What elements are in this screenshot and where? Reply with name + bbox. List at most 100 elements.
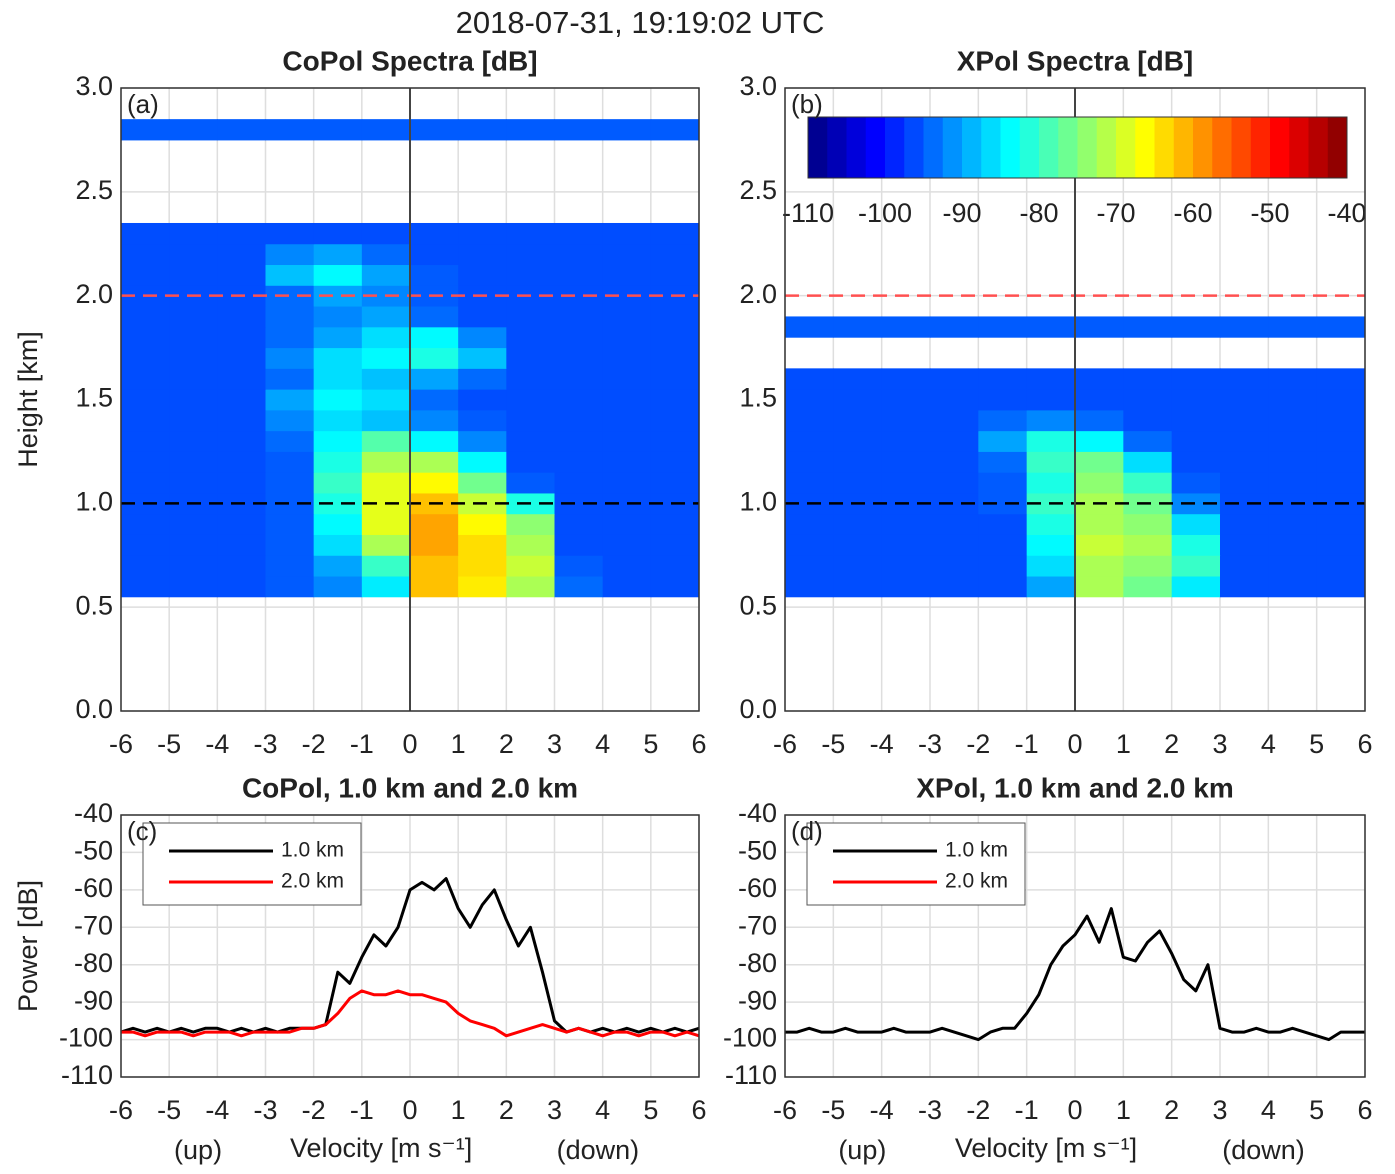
- y-tick-label: -40: [738, 798, 777, 828]
- heatmap-cell: [217, 389, 266, 411]
- heatmap-cell: [217, 472, 266, 494]
- heatmap-cell: [169, 430, 218, 452]
- legend-label: 1.0 km: [281, 839, 344, 862]
- heatmap-cell: [602, 326, 652, 349]
- heatmap-cell: [506, 430, 555, 452]
- heatmap-cell: [458, 389, 507, 411]
- colorbar-swatch: [885, 117, 905, 178]
- heatmap-cell: [169, 555, 218, 577]
- heatmap-cell: [265, 119, 315, 141]
- heatmap-cell: [410, 222, 459, 245]
- heatmap-cell: [121, 222, 170, 245]
- heatmap-cell: [881, 451, 931, 473]
- heatmap-cell: [458, 451, 507, 473]
- heatmap-cell: [833, 513, 883, 535]
- heatmap-cell: [1123, 555, 1173, 577]
- heatmap-cell: [554, 347, 604, 369]
- heatmap-cell: [930, 451, 979, 473]
- colorbar-tick-label: -70: [1096, 198, 1135, 228]
- heatmap-cell: [169, 264, 218, 286]
- heatmap-cell: [410, 409, 459, 432]
- heatmap-cell: [1075, 389, 1124, 411]
- heatmap-cell: [833, 534, 883, 556]
- heatmap-cell: [458, 306, 507, 328]
- heatmap-cell: [1026, 368, 1076, 390]
- heatmap-cell: [217, 119, 266, 141]
- heatmap-cell: [1316, 389, 1366, 411]
- heatmap-cell: [650, 534, 700, 556]
- y-tick-label: 2.0: [739, 279, 777, 309]
- panel-title: CoPol, 1.0 km and 2.0 km: [242, 772, 578, 803]
- heatmap-cell: [881, 576, 931, 598]
- heatmap-cell: [313, 347, 363, 369]
- heatmap-cell: [361, 513, 411, 535]
- heatmap-cell: [785, 316, 834, 338]
- heatmap-cell: [602, 409, 652, 432]
- heatmap-cell: [1123, 430, 1173, 452]
- heatmap-cell: [506, 534, 555, 556]
- heatmap-cell: [650, 576, 700, 598]
- x-tick-label: -1: [350, 1095, 374, 1125]
- colorbar-swatch: [1096, 117, 1117, 178]
- y-tick-label: -60: [738, 873, 777, 903]
- heatmap-cell: [1316, 368, 1366, 390]
- x-tick-label: 1: [1116, 1095, 1131, 1125]
- heatmap-cell: [169, 472, 218, 494]
- colorbar-swatch: [942, 117, 963, 178]
- y-tick-label: -110: [61, 1060, 113, 1090]
- x-tick-label: -2: [302, 729, 326, 759]
- heatmap-cell: [1171, 409, 1221, 432]
- heatmap-cell: [410, 326, 459, 349]
- heatmap-cell: [1075, 576, 1124, 598]
- legend-label: 2.0 km: [945, 870, 1008, 893]
- heatmap-cell: [881, 409, 931, 432]
- heatmap-cell: [650, 119, 700, 141]
- heatmap-cell: [1075, 534, 1124, 556]
- x-tick-label: 0: [1067, 1095, 1082, 1125]
- heatmap-cell: [1268, 513, 1318, 535]
- heatmap-cell: [361, 430, 411, 452]
- heatmap-cell: [881, 368, 931, 390]
- x-tick-label: 5: [643, 1095, 658, 1125]
- heatmap-cell: [506, 326, 555, 349]
- heatmap-cell: [121, 243, 170, 266]
- heatmap-cell: [410, 513, 459, 535]
- heatmap-cell: [265, 430, 315, 452]
- x-tick-label: 1: [451, 1095, 466, 1125]
- heatmap-cell: [602, 389, 652, 411]
- y-tick-label: -70: [738, 910, 777, 940]
- y-tick-label: -100: [59, 1023, 113, 1053]
- colorbar-swatch: [846, 117, 867, 178]
- y-tick-label: 1.0: [739, 486, 777, 516]
- x-tick-label: 3: [547, 729, 562, 759]
- heatmap-cell: [361, 264, 411, 286]
- heatmap-cell: [785, 555, 834, 577]
- heatmap-cell: [217, 347, 266, 369]
- heatmap-cell: [265, 222, 315, 245]
- x-tick-label: 0: [1067, 729, 1082, 759]
- heatmap-cell: [410, 306, 459, 328]
- heatmap-cell: [602, 306, 652, 328]
- heatmap-cell: [361, 326, 411, 349]
- x-tick-label: -5: [157, 1095, 181, 1125]
- heatmap-cell: [785, 368, 834, 390]
- y-tick-label: 3.0: [739, 71, 777, 101]
- heatmap-cell: [265, 347, 315, 369]
- heatmap-cell: [217, 430, 266, 452]
- axes-frame: [120, 87, 700, 712]
- panel-title: XPol, 1.0 km and 2.0 km: [916, 772, 1233, 803]
- heatmap-cell: [506, 576, 555, 598]
- heatmap-cell: [506, 119, 555, 141]
- heatmap-cell: [217, 555, 266, 577]
- panel-label: (d): [791, 816, 823, 846]
- x-tick-label: 2: [499, 1095, 514, 1125]
- y-tick-label: 3.0: [75, 71, 113, 101]
- colorbar-swatch: [1135, 117, 1155, 178]
- heatmap-cell: [650, 326, 700, 349]
- x-tick-label: -3: [253, 1095, 277, 1125]
- y-tick-label: -90: [74, 985, 113, 1015]
- heatmap-cell: [1075, 409, 1124, 432]
- heatmap-cell: [506, 347, 555, 369]
- heatmap-cell: [650, 243, 700, 266]
- heatmap-cell: [361, 222, 411, 245]
